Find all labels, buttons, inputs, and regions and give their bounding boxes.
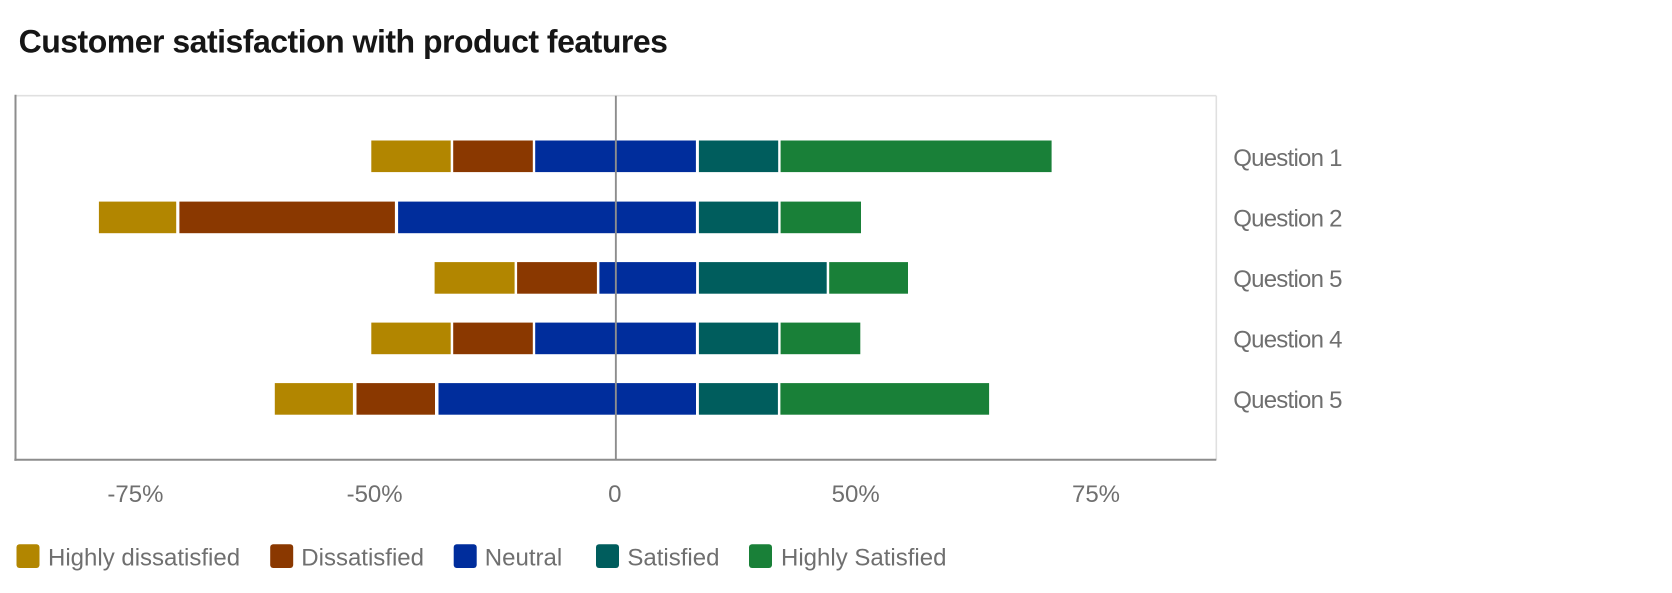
svg-text:Question 5: Question 5: [1233, 266, 1342, 293]
svg-text:50%: 50%: [832, 481, 880, 508]
svg-text:Highly dissatisfied: Highly dissatisfied: [48, 544, 240, 571]
svg-text:Satisfied: Satisfied: [627, 544, 719, 571]
svg-text:Dissatisfied: Dissatisfied: [301, 544, 424, 571]
svg-text:-50%: -50%: [347, 481, 403, 508]
svg-text:75%: 75%: [1072, 481, 1120, 508]
svg-text:Question 2: Question 2: [1233, 205, 1342, 232]
svg-text:Highly Satisfied: Highly Satisfied: [781, 544, 946, 571]
svg-text:-75%: -75%: [107, 481, 163, 508]
svg-text:Customer satisfaction with pro: Customer satisfaction with product featu…: [19, 24, 668, 60]
svg-text:Question 5: Question 5: [1233, 387, 1342, 414]
svg-text:Neutral: Neutral: [485, 544, 562, 571]
svg-text:Question 1: Question 1: [1233, 145, 1342, 172]
svg-text:Question 4: Question 4: [1233, 326, 1342, 353]
svg-text:0: 0: [608, 481, 621, 508]
